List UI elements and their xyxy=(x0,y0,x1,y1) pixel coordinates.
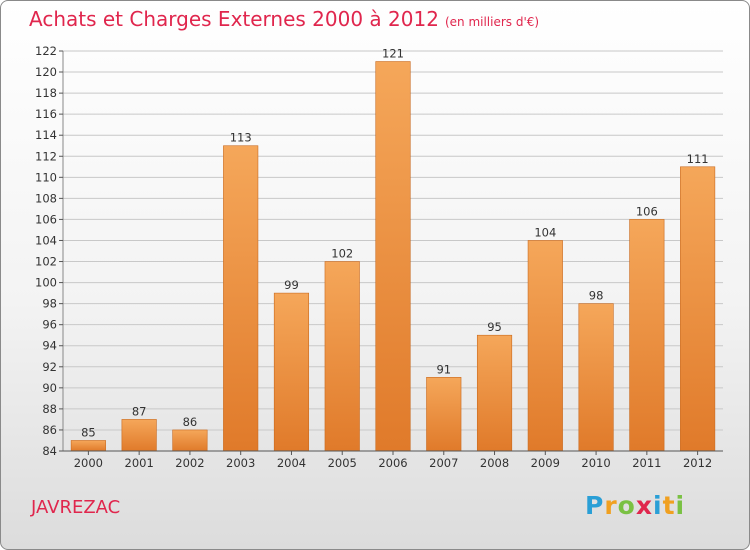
bar xyxy=(578,303,614,452)
y-tick-label: 84 xyxy=(42,444,57,458)
bar-value-label: 121 xyxy=(382,47,404,61)
logo-letter: i xyxy=(675,491,686,520)
bar-value-label: 95 xyxy=(487,320,502,334)
y-tick-label: 116 xyxy=(35,107,57,121)
x-tick-label: 2003 xyxy=(226,456,255,470)
logo-letter: i xyxy=(653,491,663,520)
bar xyxy=(375,61,411,452)
x-axis: 2000 2001 2002 2003 2004 2005 2006 2007 2008 2009… xyxy=(63,450,723,470)
x-tick-label: 2011 xyxy=(632,456,661,470)
bar xyxy=(527,240,563,452)
y-tick-label: 102 xyxy=(35,255,57,269)
bar-value-label: 87 xyxy=(132,404,147,418)
y-tick-label: 122 xyxy=(35,44,57,58)
y-tick-label: 110 xyxy=(35,170,57,184)
bar-value-label: 102 xyxy=(331,247,353,261)
proxiti-logo: Proxiti xyxy=(585,491,685,520)
y-tick-label: 104 xyxy=(35,233,57,247)
logo-letter: t xyxy=(662,491,676,520)
y-tick-label: 94 xyxy=(42,339,57,353)
bar xyxy=(172,429,208,452)
x-tick-label: 2009 xyxy=(531,456,560,470)
y-tick-label: 96 xyxy=(42,318,57,332)
place-name: JAVREZAC xyxy=(31,497,121,518)
y-tick-label: 108 xyxy=(35,191,57,205)
bar xyxy=(476,334,513,452)
bar xyxy=(426,377,462,452)
logo-letter: r xyxy=(604,491,618,520)
logo-letter: P xyxy=(585,491,605,520)
y-tick-label: 90 xyxy=(42,381,57,395)
x-tick-label: 2005 xyxy=(328,456,357,470)
chart-title-text: Achats et Charges Externes 2000 à 2012 xyxy=(29,7,439,31)
x-tick-label: 2012 xyxy=(683,456,712,470)
y-tick-label: 112 xyxy=(35,149,57,163)
y-tick-label: 106 xyxy=(35,212,57,226)
x-tick-label: 2001 xyxy=(125,456,154,470)
x-tick-label: 2006 xyxy=(378,456,407,470)
x-tick-label: 2000 xyxy=(74,456,103,470)
bar-value-label: 106 xyxy=(636,204,658,218)
bar-value-label: 111 xyxy=(687,152,709,166)
y-tick-label: 118 xyxy=(35,86,57,100)
logo-letter: x xyxy=(635,491,653,520)
chart-unit-note: (en milliers d'€) xyxy=(444,15,540,29)
bar xyxy=(680,166,716,452)
logo-letter: o xyxy=(617,491,636,520)
y-tick-label: 92 xyxy=(42,360,57,374)
chart-title: Achats et Charges Externes 2000 à 2012 (e… xyxy=(29,7,539,31)
bar-value-label: 99 xyxy=(284,278,299,292)
bar-value-label: 85 xyxy=(81,425,96,439)
bar-value-label: 91 xyxy=(436,362,451,376)
y-tick-label: 86 xyxy=(42,423,57,437)
x-tick-label: 2002 xyxy=(175,456,204,470)
bar-value-label: 86 xyxy=(183,415,198,429)
bar xyxy=(629,219,665,452)
bar-value-label: 98 xyxy=(589,289,604,303)
x-tick-label: 2008 xyxy=(480,456,509,470)
bar-value-label: 113 xyxy=(230,131,252,145)
y-tick-label: 88 xyxy=(42,402,57,416)
data-labels: 85 87 86 113 99 102 121 91 95 104 98 106 111 xyxy=(81,47,709,440)
bar-value-label: 104 xyxy=(534,225,556,239)
y-tick-label: 114 xyxy=(35,128,57,142)
x-tick-label: 2010 xyxy=(581,456,610,470)
y-axis: 84 86 88 90 92 94 96 98 100 102 104 106 108 110 112 114… xyxy=(35,44,63,458)
y-tick-label: 98 xyxy=(42,297,57,311)
bars xyxy=(70,61,716,452)
bar xyxy=(273,292,310,452)
bar xyxy=(324,261,360,452)
bar xyxy=(70,440,106,452)
y-tick-label: 100 xyxy=(35,276,57,290)
x-tick-label: 2004 xyxy=(277,456,306,470)
bar xyxy=(223,145,259,452)
x-tick-label: 2007 xyxy=(429,456,458,470)
bar xyxy=(121,419,157,452)
y-tick-label: 120 xyxy=(35,65,57,79)
